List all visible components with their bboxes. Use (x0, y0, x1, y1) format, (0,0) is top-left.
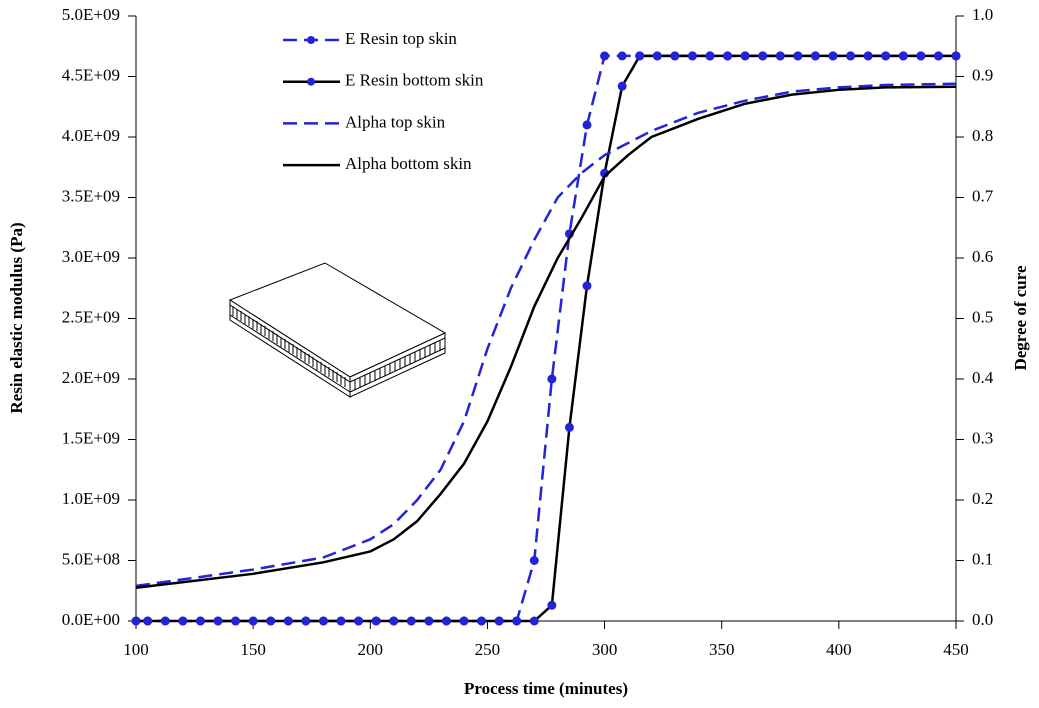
series-marker (478, 617, 486, 625)
series-marker (442, 617, 450, 625)
legend-label: E Resin bottom skin (345, 71, 484, 90)
y2-tick-label: 0.7 (972, 186, 994, 205)
legend-label: Alpha bottom skin (345, 154, 472, 173)
series-marker (530, 557, 538, 565)
series-marker (460, 617, 468, 625)
series-marker (671, 52, 679, 60)
x-tick-label: 450 (943, 640, 969, 659)
y2-tick-label: 0.3 (972, 428, 993, 447)
series-marker (132, 617, 140, 625)
series-marker (618, 52, 626, 60)
y2-tick-label: 1.0 (972, 5, 993, 24)
y2-tick-label: 0.8 (972, 126, 993, 145)
series-marker (794, 52, 802, 60)
y2-tick-label: 0.1 (972, 549, 993, 568)
series-marker (513, 617, 521, 625)
y-tick-label: 0.0E+00 (62, 610, 120, 629)
series-marker (284, 617, 292, 625)
series-marker (425, 617, 433, 625)
y-tick-label: 5.0E+08 (62, 549, 120, 568)
y2-axis-title: Degree of cure (1011, 265, 1030, 371)
y-tick-label: 3.0E+09 (62, 247, 120, 266)
legend-marker (307, 78, 315, 86)
series-marker (618, 82, 626, 90)
x-tick-label: 250 (475, 640, 501, 659)
series-marker (196, 617, 204, 625)
series-marker (601, 52, 609, 60)
series-marker (232, 617, 240, 625)
series-marker (319, 617, 327, 625)
y-tick-label: 5.0E+09 (62, 5, 120, 24)
series-marker (724, 52, 732, 60)
y-tick-label: 3.5E+09 (62, 186, 120, 205)
series-marker (917, 52, 925, 60)
series-marker (934, 52, 942, 60)
chart: Resin elastic modulus (Pa) Degree of cur… (0, 0, 1039, 708)
series-marker (214, 617, 222, 625)
y2-tick-label: 0.4 (972, 368, 994, 387)
y-tick-label: 2.5E+09 (62, 307, 120, 326)
series-marker (355, 617, 363, 625)
series-marker (372, 617, 380, 625)
y2-tick-label: 0.2 (972, 489, 993, 508)
y2-tick-label: 0.9 (972, 65, 993, 84)
series-marker (407, 617, 415, 625)
x-tick-label: 100 (123, 640, 149, 659)
series-marker (776, 52, 784, 60)
series-marker (495, 617, 503, 625)
y-tick-label: 1.5E+09 (62, 428, 120, 447)
series-marker (952, 52, 960, 60)
panel-illustration (230, 263, 445, 397)
series-marker (882, 52, 890, 60)
x-axis-title: Process time (minutes) (464, 679, 628, 698)
series-marker (583, 121, 591, 129)
series-marker (847, 52, 855, 60)
x-tick-label: 300 (592, 640, 618, 659)
x-tick-label: 350 (709, 640, 735, 659)
series-marker (565, 423, 573, 431)
y-tick-label: 1.0E+09 (62, 489, 120, 508)
series-marker (548, 375, 556, 383)
series-marker (864, 52, 872, 60)
series-marker (179, 617, 187, 625)
series-marker (583, 282, 591, 290)
series-marker (653, 52, 661, 60)
series-marker (144, 617, 152, 625)
x-tick-label: 200 (358, 640, 384, 659)
legend-label: Alpha top skin (345, 112, 446, 131)
y2-tick-label: 0.6 (972, 247, 993, 266)
series-marker (267, 617, 275, 625)
series-marker (249, 617, 257, 625)
y-tick-label: 2.0E+09 (62, 368, 120, 387)
x-tick-label: 150 (240, 640, 266, 659)
series-marker (811, 52, 819, 60)
legend-label: E Resin top skin (345, 29, 457, 48)
y-tick-label: 4.0E+09 (62, 126, 120, 145)
series-marker (302, 617, 310, 625)
y2-tick-label: 0.0 (972, 610, 993, 629)
series-marker (688, 52, 696, 60)
series-marker (636, 52, 644, 60)
y2-tick-label: 0.5 (972, 307, 993, 326)
series-marker (548, 601, 556, 609)
series-marker (899, 52, 907, 60)
series-marker (741, 52, 749, 60)
y-tick-label: 4.5E+09 (62, 65, 120, 84)
series-marker (706, 52, 714, 60)
legend-marker (307, 36, 315, 44)
series-marker (829, 52, 837, 60)
series-marker (337, 617, 345, 625)
series-marker (390, 617, 398, 625)
series-marker (530, 617, 538, 625)
y-axis-title: Resin elastic modulus (Pa) (7, 222, 26, 413)
series-marker (759, 52, 767, 60)
series-marker (161, 617, 169, 625)
x-tick-label: 400 (826, 640, 852, 659)
